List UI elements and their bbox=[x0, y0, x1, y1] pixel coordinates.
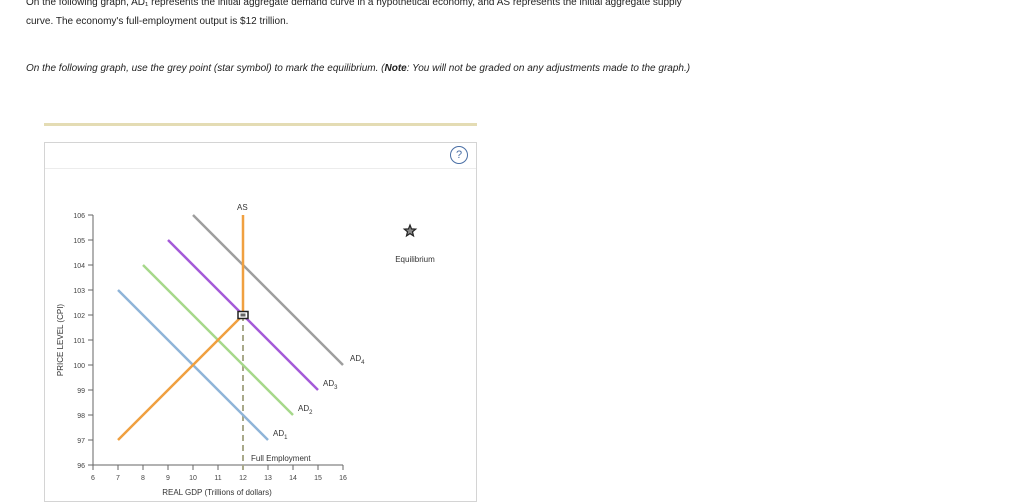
label-ad4: AD4 bbox=[350, 354, 365, 366]
question-intro: On the following graph, AD₁ represents t… bbox=[26, 0, 986, 31]
y-tick-label: 99 bbox=[77, 388, 85, 395]
x-tick-label: 14 bbox=[289, 475, 297, 482]
label-ad2: AD2 bbox=[298, 404, 313, 416]
x-tick-label: 16 bbox=[339, 475, 347, 482]
instruction-note-label: Note bbox=[384, 63, 407, 74]
graph-instruction: On the following graph, use the grey poi… bbox=[26, 59, 746, 78]
x-tick-label: 6 bbox=[91, 475, 95, 482]
label-ad3: AD3 bbox=[323, 379, 338, 391]
y-tick-label: 104 bbox=[73, 263, 85, 270]
label-ad1: AD1 bbox=[273, 429, 288, 441]
graph-toolbar-strip bbox=[45, 143, 476, 169]
graph-panel bbox=[44, 142, 477, 502]
equilibrium-marker-fill bbox=[240, 313, 246, 317]
x-axis-title: REAL GDP (Trillions of dollars) bbox=[162, 488, 272, 497]
y-tick-label: 97 bbox=[77, 438, 85, 445]
curve-as[interactable] bbox=[117, 215, 245, 441]
intro-line-1: On the following graph, AD₁ represents t… bbox=[26, 0, 682, 8]
x-tick-label: 7 bbox=[116, 475, 120, 482]
x-tick-label: 8 bbox=[141, 475, 145, 482]
y-tick-label: 101 bbox=[73, 338, 85, 345]
y-tick-label: 102 bbox=[73, 313, 85, 320]
x-tick-label: 10 bbox=[189, 475, 197, 482]
star-marker-icon[interactable] bbox=[402, 223, 418, 238]
y-tick-label: 106 bbox=[73, 213, 85, 220]
x-tick-label: 12 bbox=[239, 475, 247, 482]
y-tick-label: 98 bbox=[77, 413, 85, 420]
y-tick-label: 105 bbox=[73, 238, 85, 245]
help-button[interactable]: ? bbox=[450, 146, 468, 164]
x-tick-label: 9 bbox=[166, 475, 170, 482]
graph-header-divider bbox=[44, 123, 477, 126]
y-tick-label: 96 bbox=[77, 463, 85, 470]
instruction-prefix: On the following graph, use the grey poi… bbox=[26, 63, 385, 74]
instruction-suffix: : You will not be graded on any adjustme… bbox=[406, 63, 691, 74]
x-tick-label: 11 bbox=[214, 475, 221, 482]
x-tick-label: 13 bbox=[264, 475, 272, 482]
y-axis-title: PRICE LEVEL (CPI) bbox=[56, 304, 65, 377]
full-employment-label: Full Employment bbox=[251, 454, 311, 463]
curve-ad4[interactable] bbox=[192, 214, 344, 366]
y-tick-label: 100 bbox=[73, 363, 85, 370]
y-tick-label: 103 bbox=[73, 288, 85, 295]
tool-palette[interactable]: Equilibrium bbox=[395, 223, 435, 264]
label-as: AS bbox=[237, 203, 248, 212]
palette-equilibrium-label: Equilibrium bbox=[395, 255, 435, 264]
x-tick-label: 15 bbox=[314, 475, 322, 482]
intro-line-2: curve. The economy's full-employment out… bbox=[26, 16, 289, 27]
